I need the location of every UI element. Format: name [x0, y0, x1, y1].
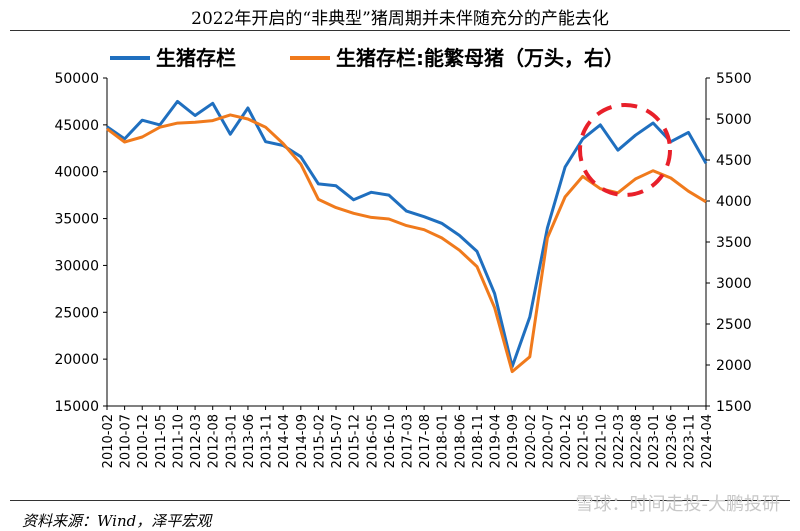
x-tick-label: 2023-01	[647, 414, 662, 468]
x-tick-label: 2013-01	[224, 414, 239, 468]
right-tick-label: 5500	[716, 71, 752, 87]
x-tick-label: 2023-11	[682, 414, 697, 468]
chart-title: 2022年开启的“非典型”猪周期并未伴随充分的产能去化	[191, 9, 609, 29]
x-tick-label: 2010-02	[101, 414, 116, 468]
footer-divider	[10, 500, 790, 501]
left-tick-label: 15000	[54, 399, 99, 415]
x-tick-label: 2017-03	[401, 414, 416, 468]
x-tick-label: 2020-12	[559, 414, 574, 468]
x-tick-label: 2017-08	[418, 414, 433, 468]
title-divider	[10, 30, 790, 31]
x-tick-label: 2015-12	[348, 414, 363, 468]
chart-canvas: 15000 20000 25000 30000 35000 40000 45000 50000…	[54, 46, 751, 468]
right-tick-label: 3500	[716, 235, 752, 251]
left-tick-label: 20000	[54, 352, 99, 368]
x-tick-label: 2019-04	[489, 414, 504, 468]
right-tick-label: 1500	[716, 399, 752, 415]
x-tick-label: 2016-05	[365, 414, 380, 468]
x-tick-label: 2013-11	[260, 414, 275, 468]
watermark: 雪球：时间走投-大鹏投研	[575, 494, 781, 515]
highlight-circle	[578, 103, 672, 197]
x-tick-label: 2021-05	[577, 414, 592, 468]
legend-label: 生猪存栏	[156, 46, 236, 70]
right-tick-label: 2500	[716, 317, 752, 333]
left-tick-label: 40000	[54, 165, 99, 181]
right-tick-label: 3000	[716, 276, 752, 292]
chart-axes: 15000 20000 25000 30000 35000 40000 45000 50000…	[54, 71, 751, 468]
right-tick-label: 4500	[716, 153, 752, 169]
legend: 生猪存栏 生猪存栏:能繁母猪（万头，右）	[110, 46, 624, 70]
x-tick-label: 2023-06	[665, 414, 680, 468]
x-tick-label: 2015-02	[312, 414, 327, 468]
left-tick-label: 35000	[54, 212, 99, 228]
right-tick-label: 5000	[716, 112, 752, 128]
x-tick-label: 2022-03	[612, 414, 627, 468]
x-tick-label: 2021-10	[594, 414, 609, 468]
left-tick-label: 25000	[54, 305, 99, 321]
x-tick-label: 2018-01	[436, 414, 451, 468]
x-tick-label: 2020-02	[524, 414, 539, 468]
x-tick-label: 2010-12	[136, 414, 151, 468]
source-note: 资料来源：Wind，泽平宏观	[22, 512, 212, 530]
x-tick-label: 2014-09	[295, 414, 310, 468]
x-tick-label: 2019-09	[506, 414, 521, 468]
x-tick-label: 2015-07	[330, 414, 345, 468]
left-tick-label: 50000	[54, 71, 99, 87]
x-tick-label: 2018-11	[471, 414, 486, 468]
right-tick-label: 4000	[716, 194, 752, 210]
x-tick-label: 2013-06	[242, 414, 257, 468]
left-tick-label: 30000	[54, 258, 99, 274]
right-tick-label: 2000	[716, 358, 752, 374]
x-tick-label: 2020-07	[541, 414, 556, 468]
series-layer	[106, 99, 708, 374]
x-tick-label: 2018-06	[453, 414, 468, 468]
left-tick-label: 45000	[54, 118, 99, 134]
x-tick-label: 2012-08	[207, 414, 222, 468]
x-tick-label: 2010-07	[119, 414, 134, 468]
x-tick-label: 2012-03	[189, 414, 204, 468]
x-tick-label: 2014-04	[277, 414, 292, 468]
x-tick-label: 2024-04	[700, 414, 715, 468]
x-tick-label: 2016-10	[383, 414, 398, 468]
x-tick-label: 2011-05	[154, 414, 169, 468]
series-line-hog-inventory	[106, 99, 708, 369]
legend-label: 生猪存栏:能繁母猪（万头，右）	[336, 46, 624, 70]
x-tick-label: 2011-10	[171, 414, 186, 468]
x-tick-label: 2022-08	[630, 414, 645, 468]
series-line-sow-inventory	[106, 113, 707, 374]
